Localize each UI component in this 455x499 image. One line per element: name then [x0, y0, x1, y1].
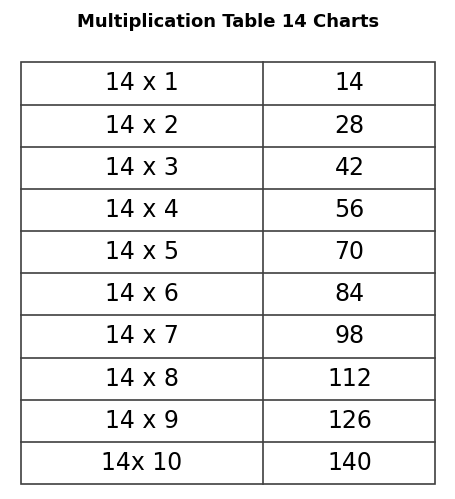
Text: 14 x 8: 14 x 8 — [105, 367, 178, 391]
Text: Multiplication Table 14 Charts: Multiplication Table 14 Charts — [77, 13, 378, 31]
Text: 14 x 9: 14 x 9 — [105, 409, 178, 433]
Text: 14 x 6: 14 x 6 — [105, 282, 178, 306]
Text: 28: 28 — [334, 114, 364, 138]
Text: 112: 112 — [326, 367, 371, 391]
Text: 14x 10: 14x 10 — [101, 451, 182, 475]
Text: 14 x 7: 14 x 7 — [105, 324, 178, 348]
Text: 56: 56 — [334, 198, 364, 222]
Text: 14 x 1: 14 x 1 — [105, 71, 178, 95]
Text: 126: 126 — [326, 409, 371, 433]
Text: 42: 42 — [334, 156, 364, 180]
Text: 70: 70 — [334, 240, 364, 264]
Text: 98: 98 — [334, 324, 364, 348]
Text: 14 x 5: 14 x 5 — [105, 240, 178, 264]
Text: 14 x 4: 14 x 4 — [105, 198, 178, 222]
Text: 140: 140 — [326, 451, 371, 475]
Text: 84: 84 — [334, 282, 364, 306]
Text: 14 x 2: 14 x 2 — [105, 114, 178, 138]
Text: 14 x 3: 14 x 3 — [105, 156, 178, 180]
Text: 14: 14 — [334, 71, 364, 95]
